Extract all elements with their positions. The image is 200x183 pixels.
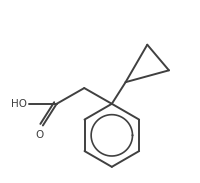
Text: O: O bbox=[36, 130, 44, 140]
Text: HO: HO bbox=[11, 99, 27, 109]
